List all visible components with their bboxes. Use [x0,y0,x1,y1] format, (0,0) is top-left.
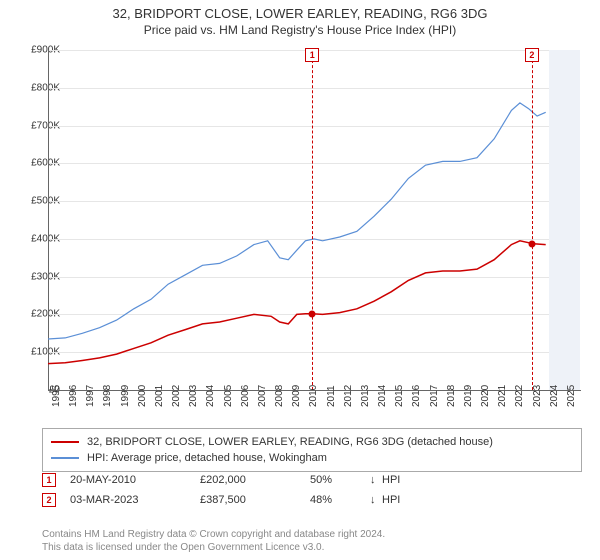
x-tick-label: 2010 [308,385,319,407]
footer-attribution: Contains HM Land Registry data © Crown c… [42,528,385,554]
footer-line: Contains HM Land Registry data © Crown c… [42,528,385,541]
x-tick-label: 2002 [171,385,182,407]
x-tick-label: 2005 [223,385,234,407]
legend-label: 32, BRIDPORT CLOSE, LOWER EARLEY, READIN… [87,436,493,448]
x-tick-label: 1997 [85,385,96,407]
x-tick-label: 2016 [411,385,422,407]
row-date: 20-MAY-2010 [70,474,200,486]
marker-dot [309,310,316,317]
x-tick-label: 2021 [497,385,508,407]
legend-swatch [51,441,79,443]
row-marker-icon: 1 [42,473,56,487]
down-arrow-icon: ↓ [370,474,382,486]
x-tick-label: 2011 [326,385,337,407]
x-tick-label: 2006 [240,385,251,407]
row-price: £387,500 [200,494,310,506]
table-row: 1 20-MAY-2010 £202,000 50% ↓ HPI [42,470,400,490]
legend-swatch [51,457,79,459]
row-date: 03-MAR-2023 [70,494,200,506]
footer-line: This data is licensed under the Open Gov… [42,541,385,554]
row-pct: 50% [310,474,370,486]
x-tick-label: 2019 [463,385,474,407]
row-pct: 48% [310,494,370,506]
marker-label-box: 2 [525,48,539,62]
marker-vline [532,50,533,390]
row-price: £202,000 [200,474,310,486]
x-tick-label: 2015 [394,385,405,407]
row-rel-label: HPI [382,474,400,486]
x-tick-label: 1998 [102,385,113,407]
table-row: 2 03-MAR-2023 £387,500 48% ↓ HPI [42,490,400,510]
x-tick-label: 2009 [291,385,302,407]
x-tick-label: 2003 [188,385,199,407]
x-tick-label: 2013 [360,385,371,407]
x-tick-label: 2008 [274,385,285,407]
x-tick-label: 2001 [154,385,165,407]
series-line-hpi [48,103,546,339]
row-rel-label: HPI [382,494,400,506]
x-tick-label: 2012 [343,385,354,407]
x-tick-label: 2025 [566,385,577,407]
legend: 32, BRIDPORT CLOSE, LOWER EARLEY, READIN… [42,428,582,472]
x-tick-label: 2014 [377,385,388,407]
page-subtitle: Price paid vs. HM Land Registry's House … [0,21,600,41]
x-tick-label: 2000 [137,385,148,407]
x-tick-label: 1996 [68,385,79,407]
chart: 12 1995199619971998199920002001200220032… [48,50,580,390]
transactions-table: 1 20-MAY-2010 £202,000 50% ↓ HPI 2 03-MA… [42,470,400,510]
x-tick-label: 1995 [51,385,62,407]
marker-dot [528,240,535,247]
row-marker-icon: 2 [42,493,56,507]
x-tick-label: 2017 [429,385,440,407]
x-tick-label: 1999 [120,385,131,407]
x-tick-label: 2004 [205,385,216,407]
down-arrow-icon: ↓ [370,494,382,506]
x-tick-label: 2020 [480,385,491,407]
x-tick-label: 2024 [549,385,560,407]
legend-label: HPI: Average price, detached house, Woki… [87,452,327,464]
page-title: 32, BRIDPORT CLOSE, LOWER EARLEY, READIN… [0,0,600,21]
chart-lines [48,50,580,390]
x-tick-label: 2022 [514,385,525,407]
series-line-property [48,241,546,364]
legend-item: 32, BRIDPORT CLOSE, LOWER EARLEY, READIN… [51,434,573,450]
x-tick-label: 2018 [446,385,457,407]
x-tick-label: 2023 [532,385,543,407]
x-tick-label: 2007 [257,385,268,407]
legend-item: HPI: Average price, detached house, Woki… [51,450,573,466]
marker-label-box: 1 [305,48,319,62]
marker-vline [312,50,313,390]
